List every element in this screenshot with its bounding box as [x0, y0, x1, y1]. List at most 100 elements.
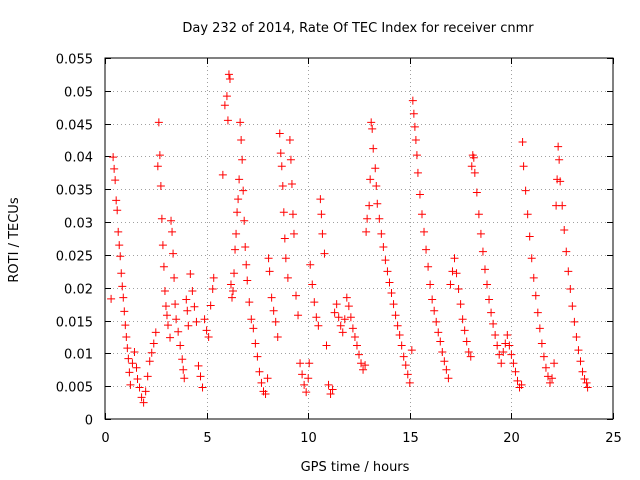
data-point	[377, 229, 386, 238]
data-point	[118, 282, 127, 291]
data-point	[426, 280, 435, 289]
data-point	[366, 175, 375, 184]
data-point	[316, 195, 325, 204]
data-point	[491, 330, 500, 339]
data-point	[550, 359, 559, 368]
data-point	[480, 265, 489, 274]
data-point	[310, 298, 319, 307]
data-point	[474, 210, 483, 219]
data-point	[405, 378, 414, 387]
grid-layer	[105, 58, 613, 419]
data-point	[318, 229, 327, 238]
data-point	[576, 357, 585, 366]
data-point	[169, 249, 178, 258]
data-point	[305, 359, 314, 368]
data-point	[153, 162, 162, 171]
data-point	[157, 214, 166, 223]
data-point	[420, 227, 429, 236]
data-point	[247, 315, 256, 324]
data-point	[273, 332, 282, 341]
data-point	[149, 339, 158, 348]
data-point	[151, 328, 160, 337]
data-point	[361, 361, 370, 370]
data-point	[328, 385, 337, 394]
data-point	[155, 151, 164, 160]
data-point	[558, 201, 567, 210]
data-point	[438, 348, 447, 357]
data-point	[231, 245, 240, 254]
data-point	[336, 321, 345, 330]
data-point	[476, 229, 485, 238]
data-point	[229, 287, 238, 296]
data-point	[141, 387, 150, 396]
data-point	[334, 313, 343, 322]
data-point	[300, 380, 309, 389]
data-point	[572, 332, 581, 341]
data-point	[119, 293, 128, 302]
data-point	[265, 267, 274, 276]
data-point	[145, 357, 154, 366]
data-point	[381, 256, 390, 265]
data-point	[204, 332, 213, 341]
data-point	[517, 380, 526, 389]
data-point	[162, 311, 171, 320]
data-point	[257, 378, 266, 387]
data-point	[444, 374, 453, 383]
data-point	[242, 260, 251, 269]
data-point	[391, 311, 400, 320]
data-point	[518, 138, 527, 147]
data-point	[369, 144, 378, 153]
data-point	[218, 170, 227, 179]
y-tick-label: 0.005	[56, 381, 93, 396]
data-point	[198, 383, 207, 392]
data-point	[362, 227, 371, 236]
data-point	[156, 181, 165, 190]
data-point	[355, 350, 363, 359]
data-point	[287, 180, 296, 189]
data-point	[245, 298, 254, 307]
data-point	[501, 339, 510, 348]
data-point	[415, 190, 424, 199]
data-point	[126, 380, 135, 389]
data-point	[178, 355, 187, 364]
data-point	[160, 287, 169, 296]
data-point	[430, 306, 439, 315]
data-point	[495, 350, 504, 359]
data-point	[251, 339, 260, 348]
data-point	[324, 380, 333, 389]
data-point	[255, 367, 264, 376]
data-point	[183, 306, 192, 315]
data-point	[410, 122, 419, 131]
data-point	[332, 300, 341, 309]
data-point	[403, 370, 412, 379]
data-point	[399, 352, 408, 361]
data-point	[294, 311, 303, 320]
data-point	[458, 315, 467, 324]
data-point	[312, 313, 321, 322]
data-point	[121, 321, 130, 330]
data-point	[279, 208, 288, 217]
data-point	[527, 254, 536, 263]
data-point	[113, 206, 122, 215]
data-point	[389, 300, 398, 309]
y-tick-label: 0.01	[64, 348, 93, 363]
data-point	[232, 229, 241, 238]
data-point	[440, 357, 449, 366]
data-point	[225, 75, 234, 84]
data-point	[566, 285, 575, 294]
data-point	[243, 276, 252, 285]
data-point	[249, 324, 258, 333]
data-point	[194, 361, 203, 370]
data-point	[478, 247, 487, 256]
data-point	[424, 262, 433, 271]
data-point	[163, 321, 172, 330]
data-point	[432, 317, 441, 326]
x-tick-label: 25	[605, 431, 622, 446]
data-point	[277, 162, 286, 171]
data-point	[280, 234, 289, 243]
data-point	[176, 341, 185, 350]
data-point	[570, 317, 579, 326]
data-point	[202, 326, 211, 335]
x-tick-label: 20	[503, 431, 520, 446]
data-point	[350, 332, 359, 341]
